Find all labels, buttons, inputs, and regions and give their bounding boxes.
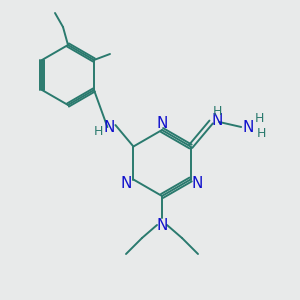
Text: N: N <box>156 116 168 130</box>
Text: N: N <box>242 121 254 136</box>
Text: N: N <box>104 120 115 135</box>
Text: H: H <box>254 112 264 125</box>
Text: N: N <box>192 176 203 191</box>
Text: N: N <box>212 113 223 128</box>
Text: H: H <box>94 124 103 138</box>
Text: N: N <box>121 176 132 191</box>
Text: N: N <box>156 218 168 232</box>
Text: H: H <box>256 128 266 140</box>
Text: H: H <box>212 106 222 118</box>
